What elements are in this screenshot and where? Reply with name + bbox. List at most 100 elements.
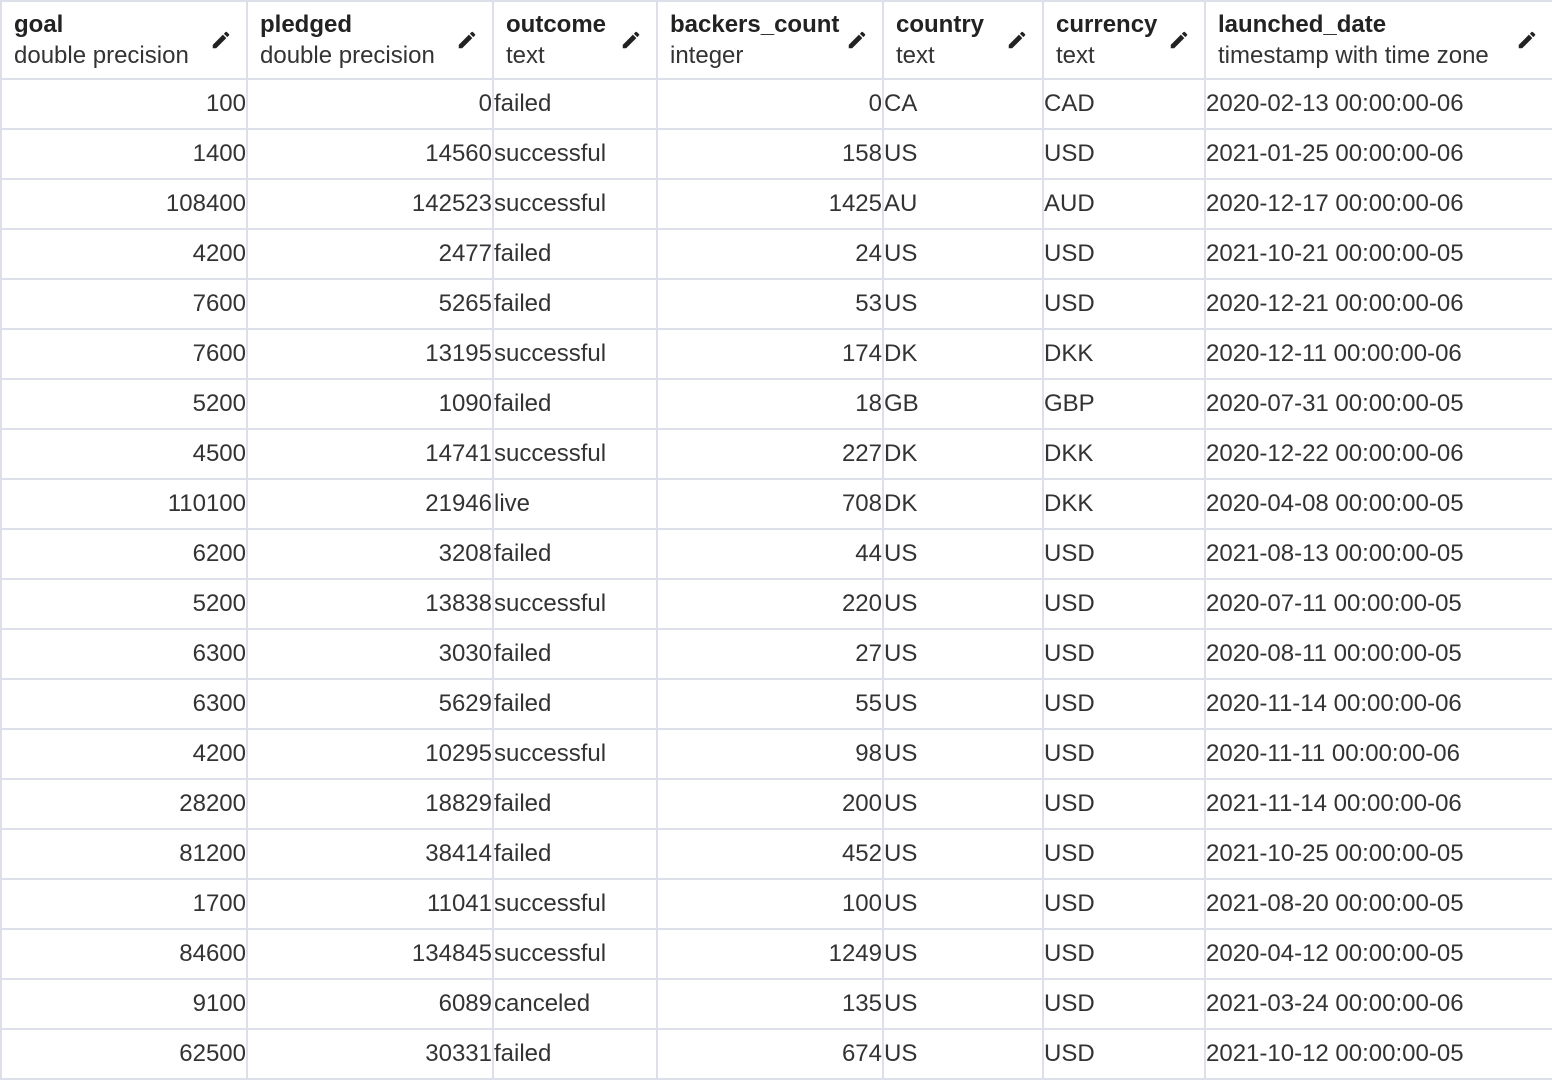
- cell-launched-date[interactable]: 2021-10-21 00:00:00-05: [1204, 228, 1552, 280]
- table-row[interactable]: 84600 134845 successful 1249 US USD 2020-04-12…: [0, 928, 1552, 980]
- column-header-country[interactable]: country text: [882, 0, 1044, 80]
- cell-pledged[interactable]: 0: [246, 78, 494, 130]
- cell-country[interactable]: DK: [882, 428, 1044, 480]
- cell-goal[interactable]: 81200: [0, 828, 248, 880]
- cell-outcome[interactable]: failed: [492, 1028, 658, 1080]
- table-row[interactable]: 7600 13195 successful 174 DK DKK 2020-12-11 00…: [0, 328, 1552, 380]
- cell-launched-date[interactable]: 2021-01-25 00:00:00-06: [1204, 128, 1552, 180]
- cell-pledged[interactable]: 38414: [246, 828, 494, 880]
- cell-goal[interactable]: 9100: [0, 978, 248, 1030]
- cell-outcome[interactable]: successful: [492, 728, 658, 780]
- cell-outcome[interactable]: successful: [492, 128, 658, 180]
- table-row[interactable]: 4200 2477 failed 24 US USD 2021-10-21 00:00:00…: [0, 228, 1552, 280]
- table-row[interactable]: 1400 14560 successful 158 US USD 2021-01-25 00…: [0, 128, 1552, 180]
- cell-outcome[interactable]: successful: [492, 928, 658, 980]
- cell-goal[interactable]: 28200: [0, 778, 248, 830]
- cell-pledged[interactable]: 30331: [246, 1028, 494, 1080]
- cell-backers-count[interactable]: 174: [656, 328, 884, 380]
- cell-launched-date[interactable]: 2021-08-13 00:00:00-05: [1204, 528, 1552, 580]
- cell-launched-date[interactable]: 2020-11-11 00:00:00-06: [1204, 728, 1552, 780]
- cell-backers-count[interactable]: 18: [656, 378, 884, 430]
- cell-pledged[interactable]: 11041: [246, 878, 494, 930]
- cell-outcome[interactable]: canceled: [492, 978, 658, 1030]
- cell-goal[interactable]: 5200: [0, 578, 248, 630]
- cell-outcome[interactable]: failed: [492, 228, 658, 280]
- cell-pledged[interactable]: 13195: [246, 328, 494, 380]
- cell-currency[interactable]: USD: [1042, 928, 1206, 980]
- cell-launched-date[interactable]: 2021-03-24 00:00:00-06: [1204, 978, 1552, 1030]
- cell-backers-count[interactable]: 0: [656, 78, 884, 130]
- table-row[interactable]: 4200 10295 successful 98 US USD 2020-11-11 00:…: [0, 728, 1552, 780]
- cell-currency[interactable]: USD: [1042, 978, 1206, 1030]
- cell-country[interactable]: CA: [882, 78, 1044, 130]
- cell-backers-count[interactable]: 227: [656, 428, 884, 480]
- cell-currency[interactable]: USD: [1042, 728, 1206, 780]
- cell-pledged[interactable]: 21946: [246, 478, 494, 530]
- pencil-icon[interactable]: [1166, 27, 1192, 53]
- cell-pledged[interactable]: 3030: [246, 628, 494, 680]
- cell-pledged[interactable]: 14560: [246, 128, 494, 180]
- cell-country[interactable]: DK: [882, 478, 1044, 530]
- cell-outcome[interactable]: failed: [492, 378, 658, 430]
- cell-outcome[interactable]: successful: [492, 178, 658, 230]
- table-row[interactable]: 110100 21946 live 708 DK DKK 2020-04-08 00:00:…: [0, 478, 1552, 530]
- cell-pledged[interactable]: 13838: [246, 578, 494, 630]
- cell-pledged[interactable]: 14741: [246, 428, 494, 480]
- cell-country[interactable]: US: [882, 828, 1044, 880]
- cell-backers-count[interactable]: 674: [656, 1028, 884, 1080]
- cell-backers-count[interactable]: 200: [656, 778, 884, 830]
- cell-pledged[interactable]: 5629: [246, 678, 494, 730]
- cell-pledged[interactable]: 134845: [246, 928, 494, 980]
- pencil-icon[interactable]: [1514, 27, 1540, 53]
- cell-backers-count[interactable]: 708: [656, 478, 884, 530]
- cell-pledged[interactable]: 3208: [246, 528, 494, 580]
- cell-currency[interactable]: USD: [1042, 878, 1206, 930]
- cell-outcome[interactable]: failed: [492, 278, 658, 330]
- cell-goal[interactable]: 6300: [0, 678, 248, 730]
- cell-outcome[interactable]: successful: [492, 428, 658, 480]
- cell-outcome[interactable]: successful: [492, 578, 658, 630]
- cell-backers-count[interactable]: 1425: [656, 178, 884, 230]
- cell-launched-date[interactable]: 2020-12-21 00:00:00-06: [1204, 278, 1552, 330]
- cell-currency[interactable]: CAD: [1042, 78, 1206, 130]
- cell-currency[interactable]: GBP: [1042, 378, 1206, 430]
- table-row[interactable]: 6300 5629 failed 55 US USD 2020-11-14 00:00:00…: [0, 678, 1552, 730]
- cell-backers-count[interactable]: 1249: [656, 928, 884, 980]
- cell-pledged[interactable]: 142523: [246, 178, 494, 230]
- cell-launched-date[interactable]: 2020-04-12 00:00:00-05: [1204, 928, 1552, 980]
- cell-country[interactable]: US: [882, 1028, 1044, 1080]
- table-row[interactable]: 6300 3030 failed 27 US USD 2020-08-11 00:00:00…: [0, 628, 1552, 680]
- cell-goal[interactable]: 100: [0, 78, 248, 130]
- cell-launched-date[interactable]: 2020-11-14 00:00:00-06: [1204, 678, 1552, 730]
- cell-outcome[interactable]: failed: [492, 678, 658, 730]
- cell-country[interactable]: US: [882, 278, 1044, 330]
- cell-launched-date[interactable]: 2020-02-13 00:00:00-06: [1204, 78, 1552, 130]
- cell-goal[interactable]: 4200: [0, 228, 248, 280]
- cell-backers-count[interactable]: 27: [656, 628, 884, 680]
- cell-pledged[interactable]: 1090: [246, 378, 494, 430]
- table-row[interactable]: 7600 5265 failed 53 US USD 2020-12-21 00:00:00…: [0, 278, 1552, 330]
- table-row[interactable]: 28200 18829 failed 200 US USD 2021-11-14 00:00…: [0, 778, 1552, 830]
- cell-goal[interactable]: 84600: [0, 928, 248, 980]
- cell-backers-count[interactable]: 452: [656, 828, 884, 880]
- cell-currency[interactable]: USD: [1042, 778, 1206, 830]
- cell-currency[interactable]: DKK: [1042, 428, 1206, 480]
- table-row[interactable]: 5200 1090 failed 18 GB GBP 2020-07-31 00:00:00…: [0, 378, 1552, 430]
- cell-currency[interactable]: USD: [1042, 828, 1206, 880]
- cell-launched-date[interactable]: 2020-12-11 00:00:00-06: [1204, 328, 1552, 380]
- cell-launched-date[interactable]: 2020-07-31 00:00:00-05: [1204, 378, 1552, 430]
- cell-currency[interactable]: USD: [1042, 578, 1206, 630]
- cell-outcome[interactable]: failed: [492, 628, 658, 680]
- cell-currency[interactable]: USD: [1042, 628, 1206, 680]
- cell-backers-count[interactable]: 24: [656, 228, 884, 280]
- cell-country[interactable]: US: [882, 678, 1044, 730]
- pencil-icon[interactable]: [454, 27, 480, 53]
- cell-launched-date[interactable]: 2020-04-08 00:00:00-05: [1204, 478, 1552, 530]
- cell-goal[interactable]: 7600: [0, 328, 248, 380]
- cell-pledged[interactable]: 10295: [246, 728, 494, 780]
- cell-backers-count[interactable]: 135: [656, 978, 884, 1030]
- table-row[interactable]: 9100 6089 canceled 135 US USD 2021-03-24 00:00…: [0, 978, 1552, 1030]
- table-row[interactable]: 81200 38414 failed 452 US USD 2021-10-25 00:00…: [0, 828, 1552, 880]
- cell-currency[interactable]: USD: [1042, 1028, 1206, 1080]
- cell-outcome[interactable]: live: [492, 478, 658, 530]
